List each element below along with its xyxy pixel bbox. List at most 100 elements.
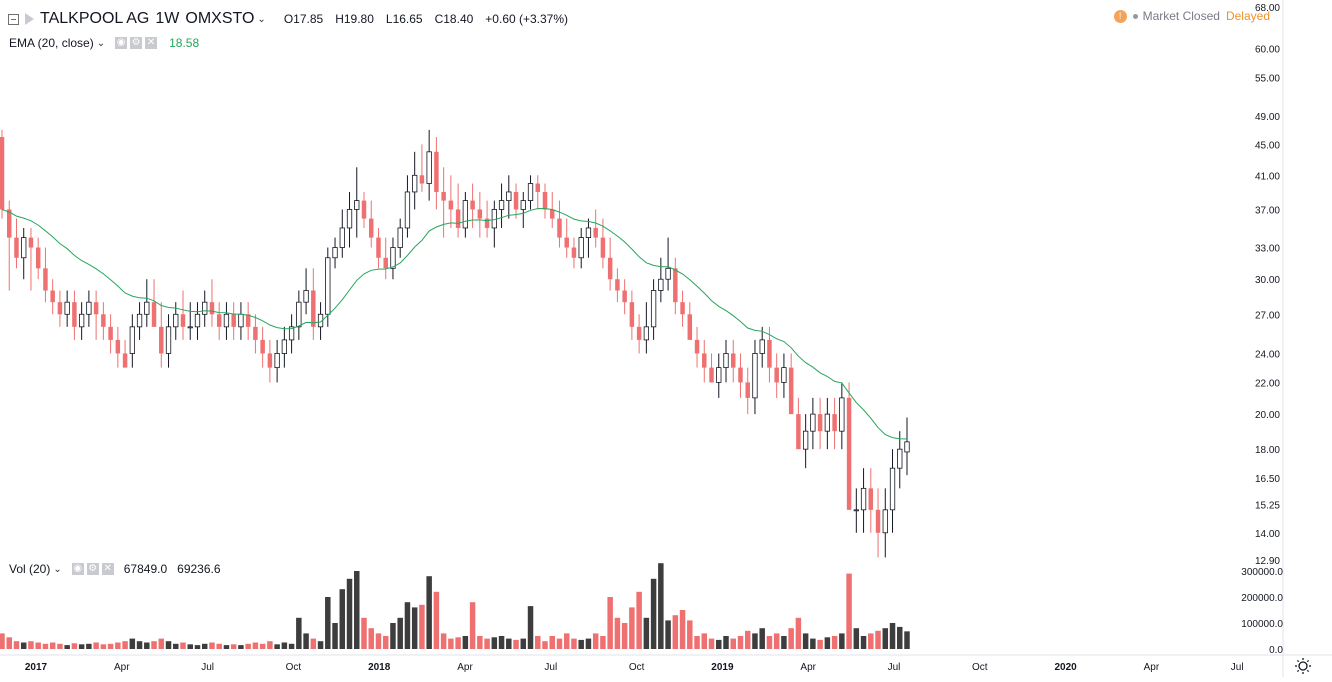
volume-label[interactable]: Vol (20) [9, 562, 51, 576]
volume-bar [28, 641, 34, 649]
market-closed-text: Market Closed [1142, 9, 1220, 23]
volume-bar [679, 610, 686, 649]
volume-bar [520, 638, 527, 649]
volume-bar [375, 633, 382, 649]
volume-bar [426, 576, 432, 649]
candle-body [404, 191, 411, 229]
price-axis[interactable]: 68.00 60.00 55.00 49.00 45.00 41.00 37.00 33.00… [1255, 3, 1280, 567]
volume-bar [245, 643, 251, 649]
candle-body [209, 302, 215, 315]
exchange[interactable]: OMXSTO [185, 10, 255, 27]
volume-bar [585, 638, 592, 649]
info-icon[interactable]: ! [1113, 9, 1127, 23]
volume-bar [744, 630, 751, 649]
candle-body [665, 267, 671, 280]
candle-body [513, 191, 519, 210]
settings-sun-icon[interactable] [1295, 658, 1311, 674]
volume-value-1: 67849.0 [123, 562, 168, 576]
volume-bar [144, 642, 150, 649]
volume-bar [223, 645, 230, 649]
candle-body [223, 313, 230, 328]
volume-bar [288, 643, 295, 649]
candle-body [93, 302, 99, 315]
candle-body [303, 290, 309, 303]
time-axis[interactable]: 2017 Apr Jul Oct 2018 Apr Jul Oct 2019 Apr Jul Oct 2… [25, 662, 1244, 673]
candle-body [527, 183, 534, 201]
volume-bar [882, 628, 889, 649]
chevron-down-icon[interactable]: ⌄ [257, 13, 266, 25]
price-tick-label: 16.50 [1255, 474, 1280, 485]
candle-body [484, 218, 490, 228]
candle-body [0, 137, 5, 210]
candle-body [673, 268, 678, 303]
candle-body [680, 302, 685, 315]
volume-bar [556, 638, 563, 649]
candle-body [716, 367, 722, 383]
candle-body [311, 290, 316, 327]
volume-bar [339, 589, 346, 649]
volume-bar [0, 633, 5, 649]
candle-body [173, 313, 179, 328]
volume-bar [78, 644, 85, 649]
candle-body [35, 247, 41, 269]
candle-body [897, 448, 903, 469]
time-tick-label: Apr [800, 662, 816, 673]
ema-label[interactable]: EMA (20, close) [9, 36, 94, 50]
candle-body [28, 237, 34, 248]
candle-body [535, 183, 541, 192]
volume-bar [325, 597, 331, 649]
candle-body [564, 237, 569, 248]
candle-body [288, 326, 295, 341]
candle-body [136, 313, 143, 328]
volume-bar [411, 607, 418, 649]
volume-bar [737, 636, 744, 649]
symbol-name[interactable]: TALKPOOL AG [40, 10, 150, 27]
chevron-down-icon[interactable]: ⌄ [96, 37, 106, 49]
time-tick-label: 2020 [1054, 662, 1077, 673]
close-icon[interactable]: ✕ [101, 563, 114, 575]
flag-icon[interactable] [25, 13, 34, 25]
time-tick-label: Oct [972, 662, 988, 673]
ema-value: 18.58 [169, 36, 200, 50]
volume-tick-label: 200000.0 [1241, 593, 1283, 604]
volume-bar [889, 623, 896, 649]
candle-body [802, 430, 809, 450]
volume-bar [687, 620, 693, 649]
volume-bar [650, 578, 657, 649]
low-value: L16.65 [385, 12, 423, 26]
candle-body [658, 278, 664, 291]
price-tick-label: 24.00 [1255, 349, 1280, 360]
volume-bar [303, 633, 309, 649]
collapse-box-icon[interactable] [8, 13, 19, 25]
candle-body [622, 290, 627, 303]
candle-body [332, 247, 338, 259]
volume-bar [173, 643, 179, 649]
eye-icon[interactable]: ◉ [115, 37, 128, 49]
candle-body [194, 313, 201, 328]
volume-bar [643, 617, 650, 649]
interval[interactable]: 1W [155, 10, 180, 27]
time-tick-label: Jul [544, 662, 557, 673]
candle-body [144, 301, 150, 315]
candle-body [390, 247, 396, 269]
volume-bar [614, 617, 621, 649]
candle-body [426, 151, 432, 184]
candles-layer [0, 129, 910, 558]
close-icon[interactable]: ✕ [145, 37, 158, 49]
gear-icon[interactable]: ⚙ [130, 37, 143, 49]
gear-icon[interactable]: ⚙ [86, 563, 99, 575]
volume-bar [672, 615, 679, 649]
candle-body [650, 290, 657, 328]
candle-body [274, 353, 280, 369]
symbol-header: TALKPOOL AG 1W OMXSTO ⌄ O17.85 H19.80 L1… [8, 9, 568, 29]
candle-body [781, 367, 787, 383]
volume-bar [860, 636, 867, 649]
volume-bar [115, 642, 121, 649]
volume-tick-label: 100000.0 [1241, 619, 1283, 630]
candle-body [412, 174, 418, 193]
eye-icon[interactable]: ◉ [71, 563, 84, 575]
candle-body [448, 200, 454, 210]
volume-axis[interactable]: 300000.0 200000.0 100000.0 0.0 [1241, 567, 1283, 656]
chevron-down-icon[interactable]: ⌄ [53, 563, 62, 575]
